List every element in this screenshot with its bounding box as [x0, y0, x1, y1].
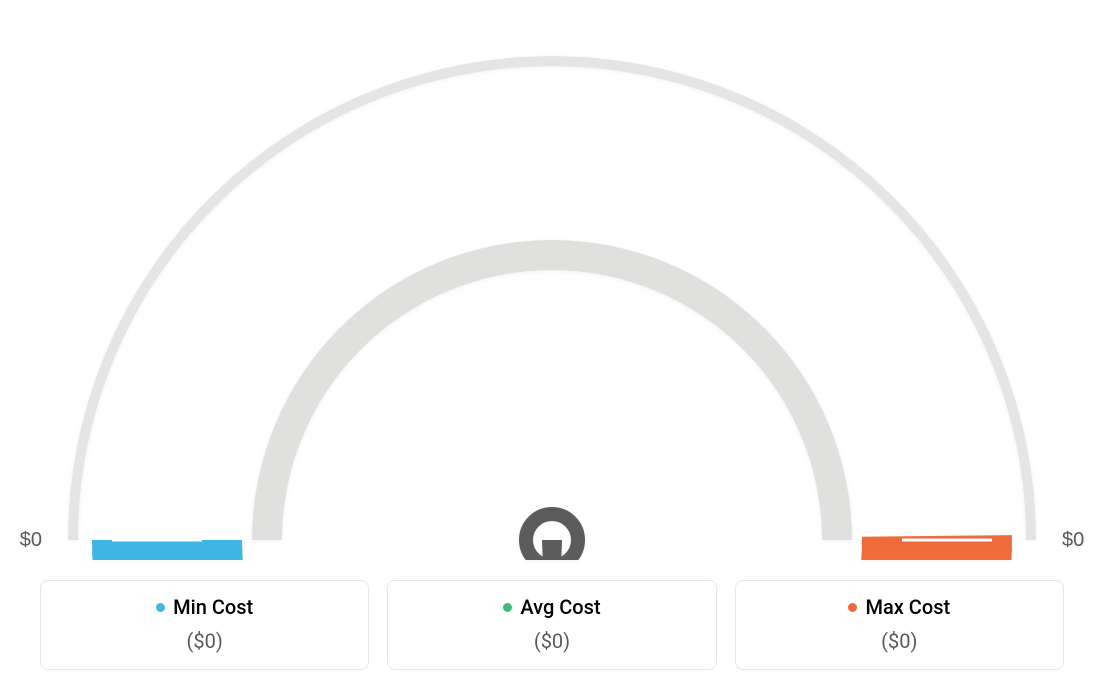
legend-value-max: ($0) — [746, 629, 1053, 653]
legend-value-min: ($0) — [51, 629, 358, 653]
gauge-chart: $0$0$0$0$0$0$0 — [0, 0, 1104, 560]
dot-icon — [848, 603, 857, 612]
gauge-tick-label: $0 — [1062, 529, 1084, 551]
legend-card-min: Min Cost ($0) — [40, 580, 369, 670]
legend-label: Avg Cost — [520, 595, 600, 619]
legend-label: Max Cost — [865, 595, 950, 619]
gauge-tick-label: $0 — [20, 529, 42, 551]
dot-icon — [503, 603, 512, 612]
legend-row: Min Cost ($0) Avg Cost ($0) Max Cost ($0… — [40, 580, 1064, 670]
legend-title-avg: Avg Cost — [503, 595, 600, 619]
gauge-svg: $0$0$0$0$0$0$0 — [0, 0, 1104, 560]
dot-icon — [156, 603, 165, 612]
legend-title-min: Min Cost — [156, 595, 253, 619]
legend-label: Min Cost — [173, 595, 253, 619]
gauge-needle — [542, 540, 562, 560]
legend-card-avg: Avg Cost ($0) — [387, 580, 716, 670]
legend-card-max: Max Cost ($0) — [735, 580, 1064, 670]
legend-value-avg: ($0) — [398, 629, 705, 653]
legend-title-max: Max Cost — [848, 595, 950, 619]
